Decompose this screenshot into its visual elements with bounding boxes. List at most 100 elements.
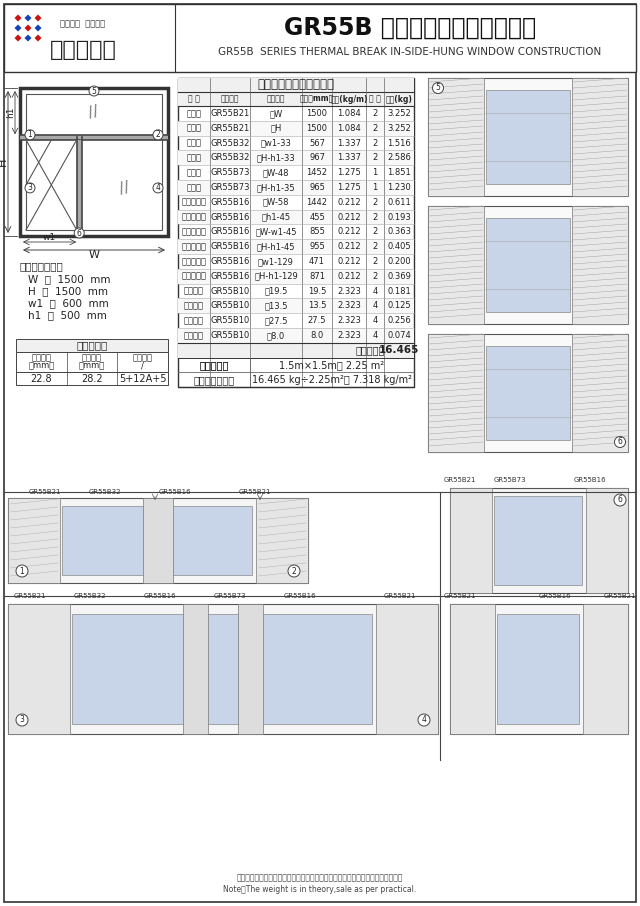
Text: 0.256: 0.256	[387, 316, 411, 325]
Text: 0.405: 0.405	[387, 242, 411, 251]
Text: 1.084: 1.084	[337, 124, 361, 132]
Text: ＝W-58: ＝W-58	[263, 198, 289, 207]
Bar	[143, 498, 173, 583]
Text: 严谨执着  精品承诺: 严谨执着 精品承诺	[60, 20, 105, 28]
Bar	[72, 614, 372, 724]
Text: 1500: 1500	[307, 124, 328, 132]
Text: 1.337: 1.337	[337, 139, 361, 148]
Text: ＝W-w1-45: ＝W-w1-45	[255, 227, 297, 236]
Text: GR55B21: GR55B21	[211, 124, 250, 132]
Bar	[572, 78, 628, 196]
Text: 0.611: 0.611	[387, 198, 411, 207]
Text: ＝H-h1-45: ＝H-h1-45	[257, 242, 295, 251]
Text: 1.230: 1.230	[387, 183, 411, 192]
Text: /: /	[141, 361, 144, 371]
Text: 2.586: 2.586	[387, 153, 411, 162]
Text: 0.363: 0.363	[387, 227, 411, 236]
Text: GR55B73: GR55B73	[211, 169, 250, 177]
Bar	[183, 604, 208, 734]
Text: 3: 3	[28, 183, 33, 192]
Text: 长度公式: 长度公式	[267, 94, 285, 103]
Text: ＝w1-33: ＝w1-33	[260, 139, 291, 148]
Text: GR55B16: GR55B16	[211, 257, 250, 265]
Text: 米重(kg/m): 米重(kg/m)	[330, 94, 368, 103]
Circle shape	[418, 714, 430, 726]
Bar	[178, 180, 414, 195]
Bar	[8, 604, 438, 734]
Polygon shape	[24, 14, 32, 22]
Text: GR55B16: GR55B16	[211, 227, 250, 236]
Bar	[494, 496, 582, 585]
Text: ＝13.5: ＝13.5	[264, 302, 288, 310]
Text: 扇角码大: 扇角码大	[184, 316, 204, 325]
Circle shape	[25, 183, 35, 193]
Text: 玻璃适配表: 玻璃适配表	[76, 341, 108, 351]
Bar	[450, 488, 492, 593]
Text: GR55B  SERIES THERMAL BREAK IN-SIDE-HUNG WINDOW CONSTRUCTION: GR55B SERIES THERMAL BREAK IN-SIDE-HUNG …	[218, 47, 602, 57]
Text: GR55B21: GR55B21	[29, 489, 61, 495]
Text: 0.074: 0.074	[387, 331, 411, 340]
Circle shape	[153, 183, 163, 193]
Bar	[486, 346, 570, 440]
Bar	[178, 78, 414, 387]
Text: GR55B10: GR55B10	[211, 331, 250, 340]
Text: 16.465 kg÷2.25m²＝ 7.318 kg/m²: 16.465 kg÷2.25m²＝ 7.318 kg/m²	[252, 375, 412, 385]
Text: 2: 2	[372, 272, 378, 281]
Text: 1: 1	[20, 566, 24, 575]
Text: GR55B 系列隔热内平开窗结构图: GR55B 系列隔热内平开窗结构图	[284, 16, 536, 40]
Circle shape	[16, 565, 28, 577]
Text: 竖中捆: 竖中捆	[186, 183, 202, 192]
Text: GR55B16: GR55B16	[144, 593, 176, 599]
Text: 门窗面积：: 门窗面积：	[199, 360, 228, 370]
Bar	[178, 78, 414, 92]
Text: 门窗面积：: 门窗面积：	[199, 360, 228, 370]
Text: ＝H-h1-33: ＝H-h1-33	[257, 153, 296, 162]
Text: 2: 2	[292, 566, 296, 575]
Text: GR55B16: GR55B16	[211, 198, 250, 207]
Text: 455: 455	[309, 213, 325, 221]
Text: 0.193: 0.193	[387, 213, 411, 221]
Text: ＝w1-129: ＝w1-129	[258, 257, 294, 265]
Text: GR55B21: GR55B21	[13, 593, 46, 599]
Text: Note：The weight is in theory,sale as per practical.: Note：The weight is in theory,sale as per…	[223, 885, 417, 894]
Text: 28.2: 28.2	[81, 373, 103, 383]
Polygon shape	[14, 24, 22, 32]
Text: ＝8.0: ＝8.0	[267, 331, 285, 340]
Text: 玻璃槽口: 玻璃槽口	[82, 353, 102, 362]
Polygon shape	[24, 24, 32, 32]
Text: GR55B16: GR55B16	[573, 477, 606, 483]
Text: GR55B73: GR55B73	[493, 477, 526, 483]
Bar	[238, 604, 263, 734]
Bar	[178, 92, 414, 106]
Text: //: //	[87, 104, 101, 121]
Bar	[77, 140, 82, 236]
Bar	[428, 334, 628, 452]
Circle shape	[153, 130, 163, 140]
Bar	[4, 4, 636, 72]
Text: GR55B21: GR55B21	[444, 593, 476, 599]
Circle shape	[614, 437, 625, 448]
Text: 0.212: 0.212	[337, 272, 361, 281]
Text: 4: 4	[372, 316, 378, 325]
Text: 1.084: 1.084	[337, 109, 361, 118]
Bar	[62, 506, 252, 575]
Text: h1: h1	[6, 107, 15, 119]
Text: 横窗扇: 横窗扇	[186, 139, 202, 148]
Text: 1.516: 1.516	[387, 139, 411, 148]
Text: 0.125: 0.125	[387, 302, 411, 310]
Text: 5: 5	[436, 83, 440, 92]
Text: 1.337: 1.337	[337, 153, 361, 162]
Text: 1: 1	[372, 183, 378, 192]
Text: 5+12A+5: 5+12A+5	[119, 373, 166, 383]
Bar	[572, 206, 628, 324]
Polygon shape	[34, 14, 42, 22]
Bar	[497, 614, 579, 724]
Text: 967: 967	[309, 153, 325, 162]
Text: 8.0: 8.0	[310, 331, 324, 340]
Bar	[8, 498, 60, 583]
Text: 27.5: 27.5	[308, 316, 326, 325]
Text: 3.252: 3.252	[387, 109, 411, 118]
Text: 1.275: 1.275	[337, 183, 361, 192]
Text: GR55B21: GR55B21	[604, 593, 636, 599]
Text: W  ＝  1500  mm: W ＝ 1500 mm	[28, 274, 111, 284]
